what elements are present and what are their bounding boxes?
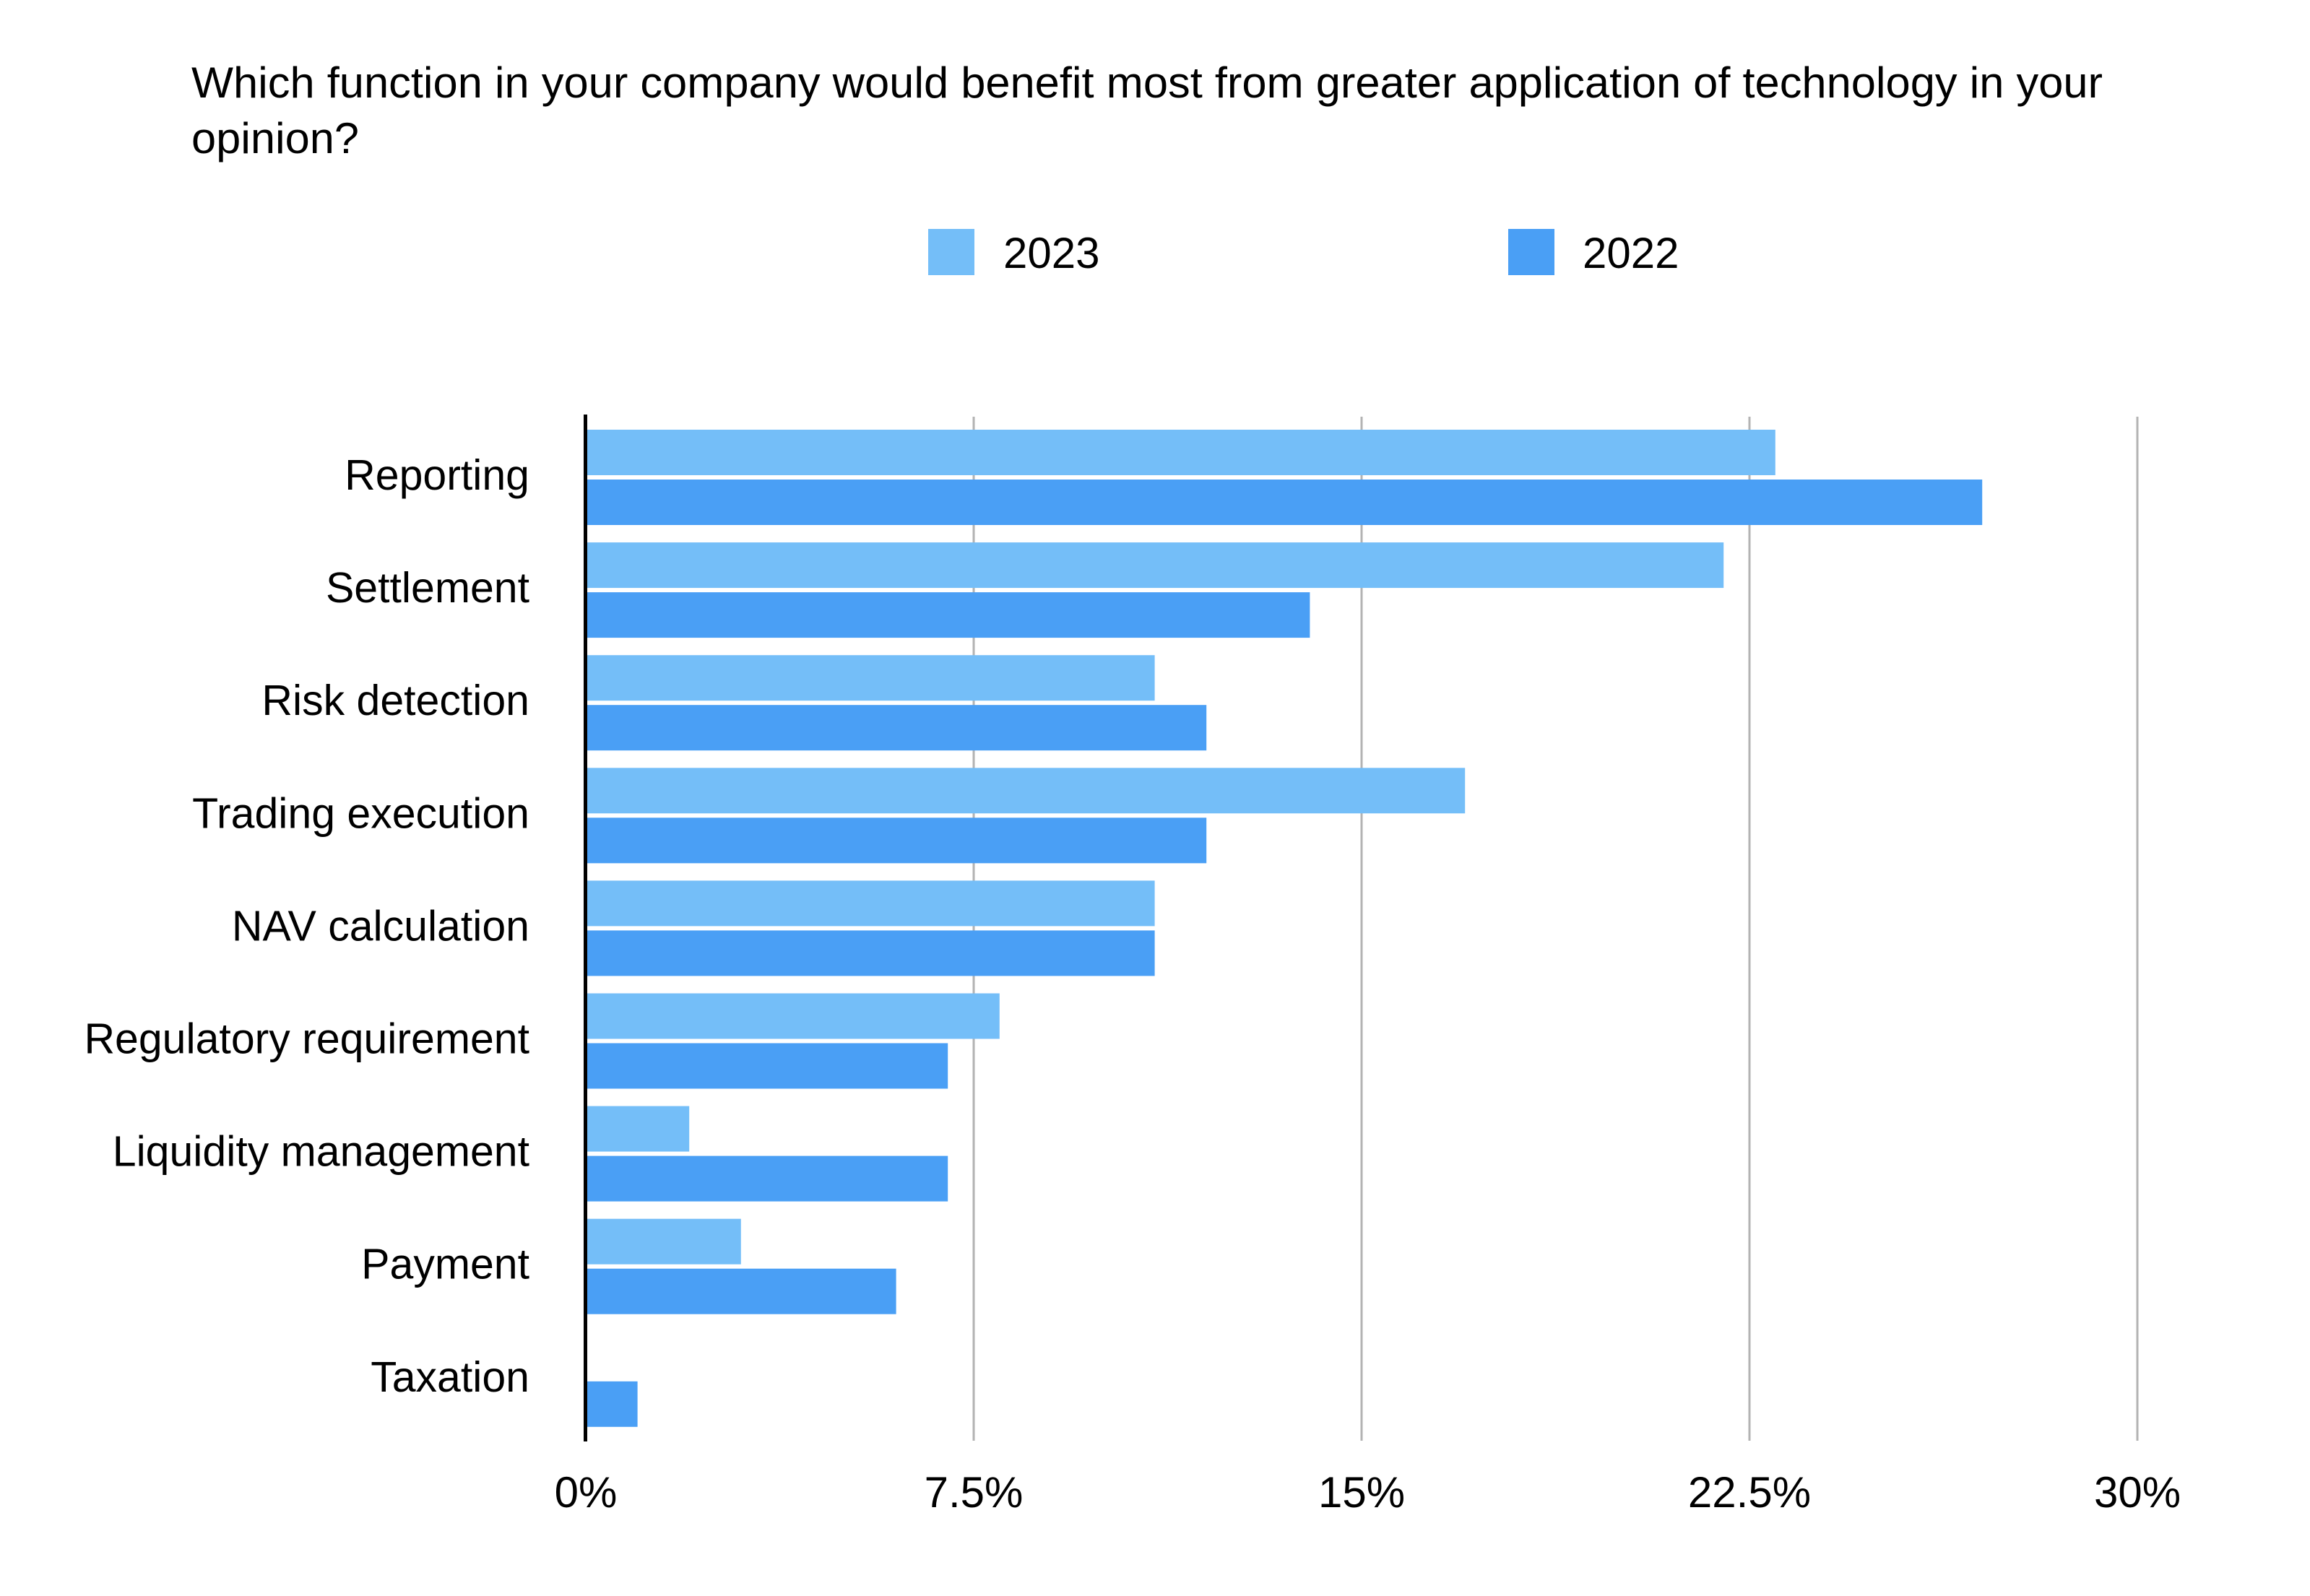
legend-item-2023[interactable]: 2023 [928,229,1099,277]
legend: 2023 2022 [928,229,1679,277]
category-label: Reporting [345,451,529,499]
bars [587,430,1983,1427]
bar-regulatory-requirement-2022[interactable] [587,1043,948,1089]
bar-taxation-2022[interactable] [587,1381,638,1427]
x-tick-label: 22.5% [1688,1468,1811,1517]
bar-nav-calculation-2023[interactable] [587,880,1155,927]
category-label: NAV calculation [232,902,529,950]
bar-risk-detection-2022[interactable] [587,705,1207,751]
bar-risk-detection-2023[interactable] [587,655,1155,701]
category-label: Payment [361,1241,529,1288]
bar-nav-calculation-2022[interactable] [587,930,1155,976]
x-tick-label: 15% [1318,1468,1405,1517]
legend-label-2022: 2022 [1583,229,1679,277]
x-tick-label: 0% [555,1468,618,1517]
chart-title-line-2: opinion? [191,114,359,162]
bar-settlement-2022[interactable] [587,592,1310,638]
bar-regulatory-requirement-2023[interactable] [587,993,1000,1039]
x-tick-label: 7.5% [925,1468,1024,1517]
category-label: Risk detection [261,677,529,724]
x-tick-label: 30% [2094,1468,2181,1517]
bar-reporting-2022[interactable] [587,480,1983,525]
category-label: Settlement [326,564,529,612]
category-label: Trading execution [192,789,529,837]
category-label: Liquidity management [113,1128,529,1176]
bar-payment-2022[interactable] [587,1268,896,1314]
bar-liquidity-management-2023[interactable] [587,1106,690,1152]
bar-trading-execution-2023[interactable] [587,768,1466,814]
legend-item-2022[interactable]: 2022 [1508,229,1679,277]
legend-label-2023: 2023 [1003,229,1099,277]
category-label: Regulatory requirement [84,1015,529,1063]
bar-settlement-2023[interactable] [587,542,1724,589]
category-labels: Reporting Settlement Risk detection Trading… [84,451,529,1401]
legend-swatch-2022 [1508,229,1554,275]
legend-swatch-2023 [928,229,974,275]
category-label: Taxation [371,1353,529,1401]
chart-title: Which function in your company would ben… [191,58,2103,162]
bar-trading-execution-2022[interactable] [587,817,1207,864]
x-tick-labels: 0% 7.5% 15% 22.5% 30% [555,1468,2181,1517]
chart-title-line-1: Which function in your company would ben… [191,58,2103,107]
bar-liquidity-management-2022[interactable] [587,1155,948,1202]
bar-payment-2023[interactable] [587,1218,741,1265]
bar-reporting-2023[interactable] [587,430,1775,475]
